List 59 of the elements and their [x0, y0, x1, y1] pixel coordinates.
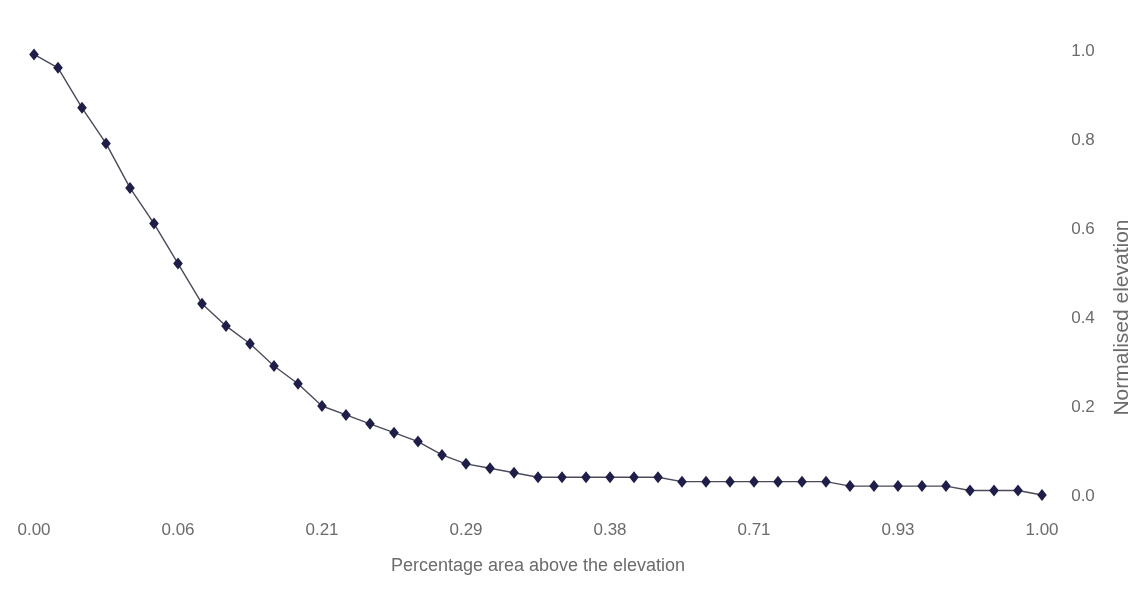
x-tick-label: 0.71 [737, 520, 771, 539]
point [605, 471, 615, 484]
y-tick-label: 0.0 [1071, 486, 1095, 505]
point [101, 137, 111, 150]
point [653, 471, 663, 484]
point [197, 297, 207, 310]
x-tick-label: 0.06 [161, 520, 195, 539]
x-tick-label: 0.93 [881, 520, 915, 539]
point [845, 480, 855, 493]
point [485, 462, 495, 475]
point [629, 471, 639, 484]
point [365, 417, 375, 430]
point [893, 480, 903, 493]
point [53, 61, 63, 74]
x-tick-label: 0.00 [17, 520, 51, 539]
y-tick-label: 0.6 [1071, 219, 1095, 238]
point [437, 448, 447, 461]
point [773, 475, 783, 488]
y-axis-title: Normalised elevation [1109, 219, 1132, 416]
point [965, 484, 975, 497]
point [821, 475, 831, 488]
y-tick-label: 0.8 [1071, 130, 1095, 149]
point [29, 48, 39, 61]
point [149, 217, 159, 230]
point [389, 426, 399, 439]
point [797, 475, 807, 488]
point [509, 466, 519, 479]
point [941, 480, 951, 493]
point [725, 475, 735, 488]
point [701, 475, 711, 488]
point [221, 319, 231, 332]
point [677, 475, 687, 488]
point [749, 475, 759, 488]
point [125, 181, 135, 194]
x-tick-label: 0.21 [305, 520, 339, 539]
point [533, 471, 543, 484]
point [341, 408, 351, 421]
x-tick-label: 0.29 [449, 520, 483, 539]
point [269, 359, 279, 372]
point [557, 471, 567, 484]
y-tick-label: 0.4 [1071, 308, 1095, 327]
y-tick-label: 1.0 [1071, 41, 1095, 60]
x-axis-title: Percentage area above the elevation [390, 555, 686, 575]
point [869, 480, 879, 493]
x-tick-label: 1.00 [1025, 520, 1059, 539]
point [317, 400, 327, 412]
point [461, 457, 471, 470]
x-tick-label: 0.38 [593, 520, 627, 539]
point [917, 480, 927, 493]
point [293, 377, 303, 390]
point [173, 257, 183, 270]
point [581, 471, 591, 484]
y-tick-label: 0.2 [1071, 397, 1095, 416]
point [77, 101, 87, 114]
point [413, 435, 423, 448]
point [245, 337, 255, 350]
point [1037, 489, 1047, 501]
point [989, 484, 999, 497]
point [1013, 484, 1023, 497]
